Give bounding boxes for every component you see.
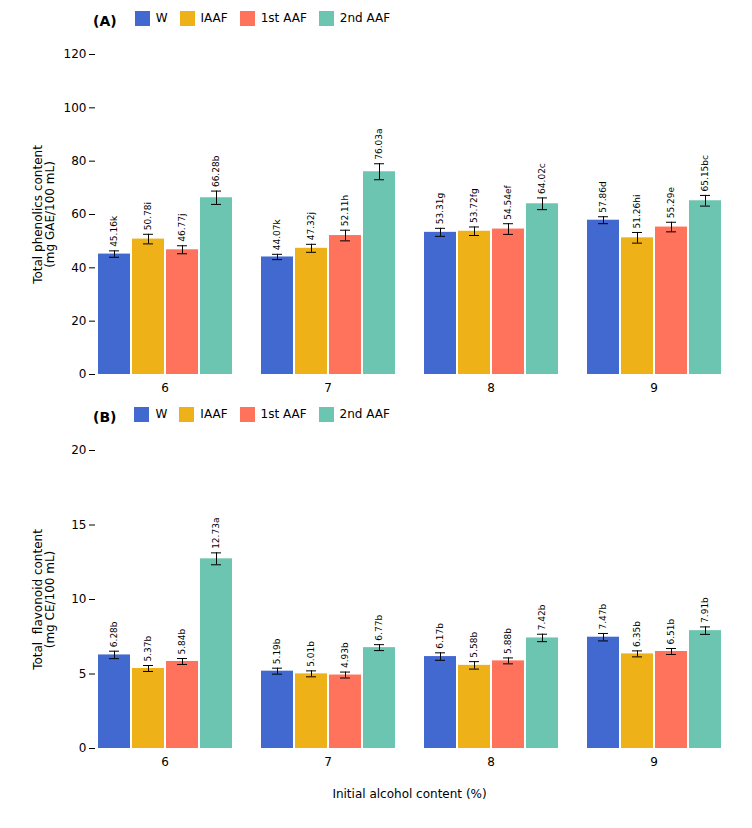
svg-text:60: 60 xyxy=(71,207,86,221)
svg-text:4.93b: 4.93b xyxy=(340,642,350,668)
svg-text:100: 100 xyxy=(64,101,87,115)
svg-text:12.73a: 12.73a xyxy=(211,518,221,549)
svg-text:65.15bc: 65.15bc xyxy=(700,155,710,191)
svg-text:44.07k: 44.07k xyxy=(272,219,282,251)
svg-text:0: 0 xyxy=(79,367,87,381)
svg-text:53.31g: 53.31g xyxy=(435,193,445,224)
html-text:W: W xyxy=(155,407,168,421)
svg-text:53.72fg: 53.72fg xyxy=(469,188,479,223)
svg-text:6: 6 xyxy=(161,381,169,395)
svg-text:8: 8 xyxy=(487,381,495,395)
svg-text:6.17b: 6.17b xyxy=(435,623,445,649)
svg-text:7: 7 xyxy=(324,755,332,769)
svg-text:5.88b: 5.88b xyxy=(503,628,513,654)
svg-text:9: 9 xyxy=(650,381,658,395)
svg-text:5: 5 xyxy=(79,667,87,681)
svg-text:0: 0 xyxy=(79,741,87,755)
svg-text:15: 15 xyxy=(71,518,86,532)
svg-text:Total phenolics content(mg GAE: Total phenolics content(mg GAE/100 mL) xyxy=(31,145,57,285)
html-text:(A): (A) xyxy=(93,13,117,29)
svg-text:5.58b: 5.58b xyxy=(469,632,479,658)
html-text:1st AAF: 1st AAF xyxy=(260,407,307,421)
svg-text:80: 80 xyxy=(71,154,86,168)
svg-text:66.28b: 66.28b xyxy=(211,155,221,187)
svg-text:47.32j: 47.32j xyxy=(306,212,316,240)
html-text:2nd AAF: 2nd AAF xyxy=(339,11,391,25)
svg-text:20: 20 xyxy=(71,443,86,457)
svg-text:64.02c: 64.02c xyxy=(537,163,547,194)
svg-text:45.16k: 45.16k xyxy=(109,215,119,247)
svg-text:57.86d: 57.86d xyxy=(598,181,608,212)
svg-text:6.77b: 6.77b xyxy=(374,615,384,641)
svg-text:9: 9 xyxy=(650,755,658,769)
html-text:2nd AAF: 2nd AAF xyxy=(339,407,390,421)
svg-text:7.42b: 7.42b xyxy=(537,604,547,630)
svg-text:Total flavonoid content(mg CE: Total flavonoid content(mg CE/100 mL) xyxy=(31,529,57,671)
svg-text:52.11h: 52.11h xyxy=(340,195,350,226)
svg-text:50.78i: 50.78i xyxy=(143,202,153,230)
svg-text:6.35b: 6.35b xyxy=(632,621,642,647)
svg-text:5.37b: 5.37b xyxy=(143,635,153,661)
svg-text:10: 10 xyxy=(71,592,86,606)
svg-text:55.29e: 55.29e xyxy=(666,186,676,218)
svg-text:76.03a: 76.03a xyxy=(374,128,384,159)
svg-text:6.51b: 6.51b xyxy=(666,618,676,644)
html-text:1st AAF: 1st AAF xyxy=(260,11,307,25)
svg-text:7.47b: 7.47b xyxy=(598,603,608,629)
svg-text:51.26hi: 51.26hi xyxy=(632,194,642,228)
svg-text:40: 40 xyxy=(71,261,86,275)
html-text:W: W xyxy=(155,11,168,25)
html-text:IAAF: IAAF xyxy=(200,407,228,421)
svg-text:6.28b: 6.28b xyxy=(109,621,119,647)
svg-text:46.77j: 46.77j xyxy=(177,214,187,242)
html-text:IAAF: IAAF xyxy=(200,11,228,25)
svg-text:8: 8 xyxy=(487,755,495,769)
svg-text:5.01b: 5.01b xyxy=(306,641,316,667)
svg-text:54.54ef: 54.54ef xyxy=(503,184,513,219)
svg-text:7.91b: 7.91b xyxy=(700,597,710,623)
svg-text:6: 6 xyxy=(161,755,169,769)
svg-text:120: 120 xyxy=(64,47,87,61)
svg-text:7: 7 xyxy=(324,381,332,395)
svg-text:Initial alcohol content (%): Initial alcohol content (%) xyxy=(332,787,486,801)
svg-text:5.84b: 5.84b xyxy=(177,628,187,654)
html-text:(B): (B) xyxy=(93,409,117,425)
svg-text:5.19b: 5.19b xyxy=(272,638,282,664)
svg-text:20: 20 xyxy=(71,314,86,328)
